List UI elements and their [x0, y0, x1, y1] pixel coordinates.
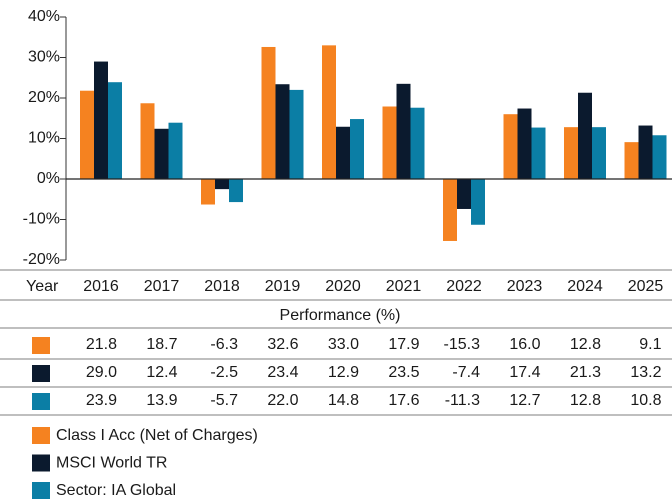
bar — [592, 127, 606, 179]
table-cell: 14.8 — [328, 392, 359, 409]
table-cell: 32.6 — [267, 336, 298, 353]
table-cell: 12.8 — [570, 392, 601, 409]
bar — [261, 46, 276, 179]
bar — [457, 179, 471, 209]
bar — [624, 142, 639, 179]
bar — [382, 106, 397, 179]
bar — [531, 127, 546, 179]
x-axis-label: Year — [26, 278, 59, 295]
table-cell: 9.1 — [639, 336, 661, 353]
x-tick-label: 2021 — [386, 278, 422, 295]
y-tick-label: -20% — [23, 251, 60, 268]
bar — [350, 119, 364, 179]
x-tick-label: 2022 — [446, 278, 482, 295]
table-row-key — [32, 393, 50, 410]
legend-key — [32, 427, 50, 444]
x-tick-label: 2025 — [628, 278, 664, 295]
table-cell: 21.3 — [570, 364, 601, 381]
table-cell: 23.5 — [388, 364, 419, 381]
table-cell: -7.4 — [452, 364, 480, 381]
table-cell: 23.9 — [86, 392, 117, 409]
table-cell: 23.4 — [267, 364, 298, 381]
bar — [578, 92, 592, 179]
bar — [652, 135, 667, 179]
table-cell: 12.9 — [328, 364, 359, 381]
table-cell: -2.5 — [210, 364, 238, 381]
bar — [517, 108, 532, 179]
bar — [229, 179, 243, 203]
table-cell: -6.3 — [210, 336, 238, 353]
legend-label: Class I Acc (Net of Charges) — [56, 427, 258, 444]
x-tick-label: 2023 — [507, 278, 543, 295]
bar — [215, 179, 229, 190]
bar — [471, 179, 485, 225]
bar — [443, 179, 457, 241]
table-cell: 16.0 — [509, 336, 540, 353]
table-cell: 13.2 — [630, 364, 661, 381]
bar — [410, 107, 425, 179]
table-cell: 29.0 — [86, 364, 117, 381]
table-cell: 33.0 — [328, 336, 359, 353]
y-tick-label: 30% — [28, 49, 60, 66]
table-cell: 18.7 — [146, 336, 177, 353]
x-tick-label: 2020 — [325, 278, 361, 295]
x-tick-label: 2017 — [144, 278, 180, 295]
table-cell: 12.7 — [509, 392, 540, 409]
x-tick-label: 2018 — [204, 278, 240, 295]
bar — [336, 126, 350, 179]
table-cell: 17.9 — [388, 336, 419, 353]
table-cell: 12.4 — [146, 364, 177, 381]
y-tick-label: 0% — [37, 170, 60, 187]
bar — [322, 45, 336, 179]
table-cell: 21.8 — [86, 336, 117, 353]
bar — [94, 61, 108, 179]
bar — [154, 128, 169, 179]
y-tick-label: 20% — [28, 89, 60, 106]
table-cell: 17.6 — [388, 392, 419, 409]
table-cell: 10.8 — [630, 392, 661, 409]
bar — [396, 83, 411, 179]
table-cell: 12.8 — [570, 336, 601, 353]
bar — [638, 125, 653, 179]
table-cell: 13.9 — [146, 392, 177, 409]
bar — [289, 89, 304, 179]
table-row-key — [32, 365, 50, 382]
bar — [564, 127, 578, 179]
legend-key — [32, 454, 50, 472]
y-tick-label: 10% — [28, 130, 60, 147]
bar — [140, 103, 155, 179]
x-tick-label: 2019 — [265, 278, 301, 295]
table-cell: -5.7 — [210, 392, 238, 409]
legend-label: Sector: IA Global — [56, 482, 176, 499]
bar — [503, 114, 518, 179]
legend-label: MSCI World TR — [56, 455, 167, 472]
table-cell: 22.0 — [267, 392, 298, 409]
table-cell: -15.3 — [444, 336, 481, 353]
y-tick-label: -10% — [23, 211, 60, 228]
bar — [201, 179, 215, 205]
legend-key — [32, 482, 50, 499]
table-row-key — [32, 337, 50, 354]
table-title: Performance (%) — [280, 307, 401, 324]
table-cell: 17.4 — [509, 364, 540, 381]
y-tick-label: 40% — [28, 8, 60, 25]
bar — [108, 82, 122, 179]
bar — [168, 122, 183, 179]
x-tick-label: 2016 — [83, 278, 119, 295]
bar — [275, 84, 290, 179]
bar — [80, 90, 94, 179]
table-cell: -11.3 — [445, 392, 480, 409]
x-tick-label: 2024 — [567, 278, 603, 295]
